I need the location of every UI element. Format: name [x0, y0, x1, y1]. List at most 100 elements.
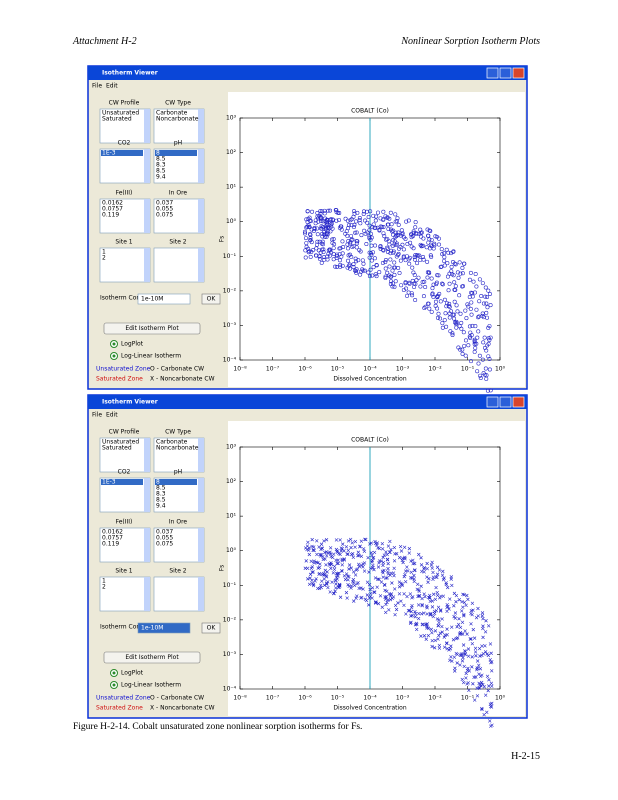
marker [453, 666, 457, 670]
panel-label: CW Profile [109, 100, 140, 107]
marker [440, 617, 444, 621]
marker [360, 595, 364, 600]
scrollbar [144, 528, 150, 562]
marker [350, 541, 355, 545]
marker [461, 680, 466, 685]
window-button[interactable] [512, 67, 525, 79]
marker [436, 273, 441, 278]
menu-item[interactable]: File [92, 83, 102, 90]
marker [457, 260, 462, 265]
listbox[interactable] [99, 527, 151, 563]
marker [392, 265, 397, 270]
listbox[interactable] [153, 108, 205, 144]
marker [478, 376, 483, 381]
marker [396, 230, 401, 235]
marker [417, 552, 421, 557]
marker [407, 608, 412, 613]
apply-button[interactable] [201, 293, 221, 305]
window-button[interactable] [512, 396, 525, 408]
marker [460, 677, 464, 682]
marker [410, 278, 415, 283]
marker [339, 549, 343, 553]
y-tick-label: 10⁻² [223, 616, 237, 623]
legend-saturated: Saturated Zone [96, 705, 143, 712]
marker [320, 546, 325, 551]
window-button[interactable] [499, 67, 512, 79]
menu-item[interactable]: Edit [106, 412, 118, 419]
menu-item[interactable]: File [92, 412, 102, 419]
marker [480, 653, 484, 658]
marker [423, 594, 427, 599]
marker [364, 241, 369, 246]
marker [314, 226, 319, 231]
list-item: 0.055 [156, 535, 173, 542]
marker [478, 667, 483, 671]
marker [466, 304, 471, 309]
marker [315, 539, 319, 543]
marker [358, 272, 363, 277]
marker [315, 232, 320, 237]
marker [399, 599, 403, 603]
window-button[interactable] [486, 67, 499, 79]
marker [480, 357, 485, 362]
marker [403, 281, 408, 286]
marker [334, 547, 339, 552]
listbox[interactable] [99, 108, 151, 144]
marker [432, 646, 437, 650]
marker [400, 583, 404, 588]
marker [348, 537, 353, 542]
listbox[interactable] [99, 198, 151, 234]
marker [376, 601, 381, 606]
listbox[interactable] [99, 576, 151, 612]
marker [473, 324, 478, 329]
marker [328, 550, 332, 554]
panel-label: In Ore [169, 519, 188, 526]
marker [472, 290, 477, 295]
marker [430, 638, 434, 643]
marker [445, 602, 449, 607]
marker [443, 311, 448, 316]
marker [466, 666, 470, 671]
dropdown[interactable] [137, 622, 191, 634]
marker [487, 678, 491, 682]
marker [410, 293, 415, 298]
marker [473, 345, 478, 350]
window-button[interactable] [499, 396, 512, 408]
marker [452, 604, 456, 608]
marker [419, 612, 424, 616]
marker [474, 284, 479, 289]
marker [366, 603, 371, 607]
marker [361, 547, 366, 551]
marker [383, 214, 388, 219]
listbox[interactable] [153, 527, 205, 563]
listbox[interactable] [153, 198, 205, 234]
marker [333, 589, 337, 593]
marker [325, 554, 329, 558]
marker [420, 569, 424, 574]
marker [408, 240, 413, 245]
marker [435, 565, 440, 569]
listbox[interactable] [153, 247, 205, 283]
window-button[interactable] [486, 396, 499, 408]
marker [484, 310, 489, 315]
marker [337, 211, 342, 216]
apply-button[interactable] [201, 622, 221, 634]
marker [370, 250, 375, 255]
marker [373, 576, 378, 580]
listbox[interactable] [153, 576, 205, 612]
marker [465, 682, 469, 686]
marker [466, 647, 471, 651]
button[interactable] [103, 651, 201, 664]
marker [344, 545, 349, 549]
listbox[interactable] [99, 247, 151, 283]
marker [309, 240, 314, 245]
list-item: Unsaturated [102, 439, 139, 446]
marker [385, 270, 390, 275]
listbox[interactable] [153, 437, 205, 473]
menu-item[interactable]: Edit [106, 83, 118, 90]
marker [421, 294, 426, 299]
marker [439, 594, 443, 599]
dropdown[interactable] [137, 293, 191, 305]
button[interactable] [103, 322, 201, 335]
marker [415, 261, 420, 266]
